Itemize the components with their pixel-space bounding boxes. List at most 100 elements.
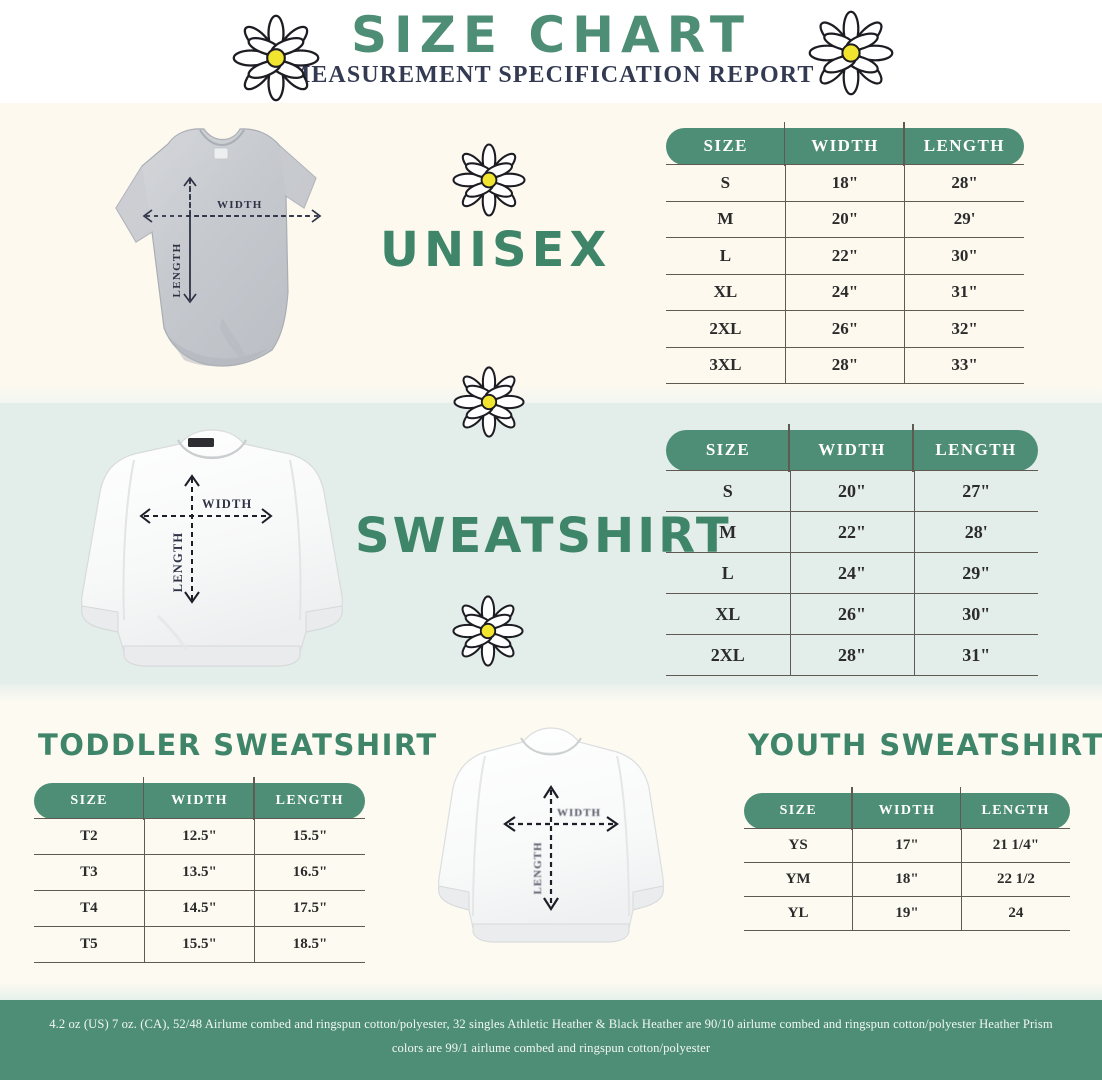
youth-size-table: SIZE WIDTH LENGTH YS 17" 21 1/4" YM 18" 22 1/2 Y… — [744, 787, 1070, 931]
footer-band — [0, 990, 1102, 1080]
column-header-width: WIDTH — [144, 777, 255, 820]
table-row: YM 18" 22 1/2 — [744, 862, 1070, 897]
cell-length: 28' — [914, 511, 1038, 553]
table-header: SIZE WIDTH LENGTH — [34, 777, 365, 820]
cell-width: 20" — [785, 201, 906, 238]
table-row: M 22" 28' — [666, 511, 1038, 553]
cell-size: S — [666, 470, 791, 512]
column-header-size: SIZE — [666, 424, 790, 472]
table: SIZE WIDTH LENGTH S 20" 27" M 22" 28' L 24" 29" XL 2… — [666, 424, 1038, 676]
table-header: SIZE WIDTH LENGTH — [666, 424, 1038, 472]
section-title-toddler: TODDLER SWEATSHIRT — [38, 728, 438, 762]
table-row: YS 17" 21 1/4" — [744, 828, 1070, 863]
width-label: WIDTH — [217, 199, 263, 211]
table-body: S 20" 27" M 22" 28' L 24" 29" XL 26" 30" 2XL 28" 31" — [666, 470, 1038, 676]
cell-size: 3XL — [666, 347, 786, 384]
cell-width: 26" — [785, 310, 906, 348]
cell-length: 33" — [904, 347, 1024, 384]
cell-width: 22" — [790, 511, 915, 553]
column-header-size: SIZE — [666, 122, 786, 166]
cell-length: 21 1/4" — [961, 828, 1070, 863]
unisex-tshirt-image: WIDTH LENGTH — [115, 128, 322, 367]
table-row: 2XL 26" 32" — [666, 310, 1024, 348]
table-row: XL 26" 30" — [666, 593, 1038, 635]
table-body: YS 17" 21 1/4" YM 18" 22 1/2 YL 19" 24 — [744, 828, 1070, 931]
column-header-width: WIDTH — [790, 424, 914, 472]
table-header: SIZE WIDTH LENGTH — [666, 122, 1024, 166]
page-subtitle: MEASUREMENT SPECIFICATION REPORT — [287, 62, 815, 88]
column-header-width: WIDTH — [785, 122, 905, 166]
sweatshirt-size-table: SIZE WIDTH LENGTH S 20" 27" M 22" 28' L 24" 29" XL 2… — [666, 424, 1038, 676]
cell-size: 2XL — [666, 634, 791, 676]
column-header-length: LENGTH — [914, 430, 1038, 471]
cell-width: 20" — [790, 470, 915, 512]
table-row: S 20" 27" — [666, 470, 1038, 512]
section-title-unisex: UNISEX — [380, 222, 612, 278]
page-title: SIZE CHART — [350, 6, 752, 64]
cell-length: 31" — [904, 274, 1024, 311]
daisy-icon — [808, 10, 894, 96]
table-row: XL 24" 31" — [666, 274, 1024, 311]
cell-length: 16.5" — [254, 854, 365, 891]
table-row: T4 14.5" 17.5" — [34, 890, 365, 927]
cell-size: YM — [744, 862, 854, 897]
cell-size: XL — [666, 593, 791, 635]
cell-size: YL — [744, 896, 854, 931]
cell-size: L — [666, 552, 791, 594]
cell-width: 14.5" — [144, 890, 256, 927]
section-title-youth: YOUTH SWEATSHIRT — [748, 728, 1102, 762]
cell-width: 24" — [785, 274, 906, 311]
table-row: YL 19" 24 — [744, 896, 1070, 931]
cell-length: 29" — [914, 552, 1038, 594]
cell-length: 32" — [904, 310, 1024, 348]
cell-size: T4 — [34, 890, 145, 927]
daisy-icon — [232, 14, 320, 102]
footer-line-1: 4.2 oz (US) 7 oz. (CA), 52/48 Airlume co… — [49, 1017, 842, 1031]
cell-size: 2XL — [666, 310, 786, 348]
table-row: T3 13.5" 16.5" — [34, 854, 365, 891]
table-row: T5 15.5" 18.5" — [34, 926, 365, 963]
column-header-length: LENGTH — [254, 783, 365, 819]
cell-size: S — [666, 164, 786, 202]
daisy-icon — [453, 366, 525, 438]
table-row: 3XL 28" 33" — [666, 347, 1024, 384]
cell-length: 27" — [914, 470, 1038, 512]
cell-length: 17.5" — [254, 890, 365, 927]
table-row: 2XL 28" 31" — [666, 634, 1038, 676]
width-label: WIDTH — [557, 807, 601, 819]
cell-length: 31" — [914, 634, 1038, 676]
cell-width: 24" — [790, 552, 915, 594]
cell-size: YS — [744, 828, 854, 863]
cell-length: 22 1/2 — [961, 862, 1070, 897]
column-header-width: WIDTH — [852, 787, 962, 830]
table-row: S 18" 28" — [666, 164, 1024, 202]
cell-length: 18.5" — [254, 926, 365, 963]
cell-width: 26" — [790, 593, 915, 635]
cell-width: 28" — [785, 347, 906, 384]
cell-size: T3 — [34, 854, 145, 891]
cell-width: 15.5" — [144, 926, 256, 963]
cell-width: 19" — [852, 896, 962, 931]
adult-sweatshirt-image: WIDTH LENGTH — [81, 429, 343, 667]
column-header-size: SIZE — [744, 787, 853, 830]
cell-size: L — [666, 237, 786, 275]
table-body: S 18" 28" M 20" 29' L 22" 30" XL 24" 31" 2XL 26" 32" 3X… — [666, 164, 1024, 384]
length-label: LENGTH — [171, 532, 185, 593]
cell-length: 24 — [961, 896, 1070, 931]
cell-width: 28" — [790, 634, 915, 676]
cell-length: 29' — [904, 201, 1024, 238]
cell-length: 30" — [914, 593, 1038, 635]
cell-size: M — [666, 511, 791, 553]
cell-size: XL — [666, 274, 786, 311]
footer-disclaimer: 4.2 oz (US) 7 oz. (CA), 52/48 Airlume co… — [40, 1012, 1062, 1060]
page-header: SIZE CHART MEASUREMENT SPECIFICATION REP… — [0, 0, 1102, 103]
cell-size: M — [666, 201, 786, 238]
daisy-icon — [452, 143, 526, 217]
table-row: L 22" 30" — [666, 237, 1024, 275]
kids-sweatshirt-image: WIDTH LENGTH — [438, 727, 664, 943]
cell-width: 18" — [785, 164, 906, 202]
cell-length: 28" — [904, 164, 1024, 202]
column-header-length: LENGTH — [904, 128, 1024, 165]
cell-width: 22" — [785, 237, 906, 275]
cell-width: 12.5" — [144, 818, 256, 855]
